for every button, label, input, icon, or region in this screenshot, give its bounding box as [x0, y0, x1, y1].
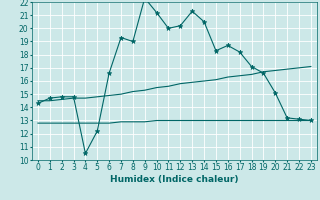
- X-axis label: Humidex (Indice chaleur): Humidex (Indice chaleur): [110, 175, 239, 184]
